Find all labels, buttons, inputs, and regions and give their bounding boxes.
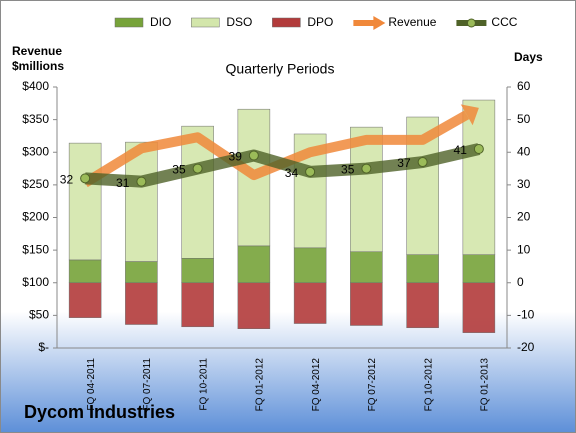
data-label: 41 [454, 143, 468, 157]
y-tick-label: $200 [22, 210, 49, 224]
y2-tick-label: 40 [517, 144, 531, 158]
x-tick-label: FQ 01-2013 [480, 358, 491, 412]
bar [125, 261, 158, 284]
legend-label: CCC [491, 15, 517, 29]
bar [293, 282, 327, 324]
bar [406, 254, 439, 284]
legend-swatch [191, 17, 220, 28]
company-name: Dycom Industries [24, 402, 175, 422]
bar [68, 142, 102, 261]
ccc-marker [361, 163, 372, 174]
y2-tick-label: 50 [517, 112, 531, 126]
y2-tick-label: -20 [517, 340, 535, 354]
y2-tick-label: -10 [517, 308, 535, 322]
ccc-marker [192, 163, 203, 174]
legend-swatch [373, 16, 386, 30]
y-tick-label: $300 [22, 144, 49, 158]
ccc-marker [248, 150, 259, 161]
y2-tick-label: 60 [517, 79, 531, 93]
y-tick-label: $100 [22, 275, 49, 289]
x-tick-label: FQ 04-2011 [86, 358, 97, 411]
legend-label: DPO [307, 15, 333, 29]
y2-tick-label: 30 [517, 177, 531, 191]
bar [350, 282, 383, 326]
ccc-marker [80, 173, 91, 184]
ccc-line [84, 143, 481, 188]
bar [462, 282, 496, 333]
x-tick-label: FQ 10-2011 [198, 358, 209, 411]
bar [462, 99, 496, 255]
x-tick-label: FQ 01-2012 [255, 358, 266, 412]
bar [68, 282, 102, 318]
x-tick-label: FQ 07-2011 [142, 358, 153, 411]
legend-swatch [272, 17, 301, 28]
bar [462, 254, 496, 284]
bar [181, 258, 214, 283]
bar [125, 141, 158, 262]
data-label: 31 [116, 176, 130, 190]
y-tick-label: $250 [22, 177, 49, 191]
arrow-head [460, 104, 479, 126]
bar [350, 126, 383, 253]
y2-tick-label: 20 [517, 210, 531, 224]
ccc-marker [473, 143, 484, 154]
bar [181, 282, 214, 328]
bar [125, 282, 158, 325]
bar [350, 251, 383, 284]
legend-label: DSO [226, 15, 252, 29]
y-axis-label: Revenue $millions [12, 44, 65, 73]
ccc-marker [136, 176, 147, 187]
y2-tick-label: 10 [517, 242, 531, 256]
legend-label: DIO [150, 15, 171, 29]
y-tick-label: $400 [22, 79, 49, 93]
data-label: 32 [60, 173, 74, 187]
bar [406, 282, 439, 329]
bar [68, 259, 102, 284]
bar [237, 245, 271, 283]
y-tick-label: $150 [22, 242, 49, 256]
legend-swatch [114, 17, 144, 28]
data-label: 39 [229, 150, 243, 164]
chart-title: Quarterly Periods [226, 61, 335, 77]
x-tick-label: FQ 10-2012 [423, 358, 434, 412]
legend-swatch [466, 18, 476, 28]
ccc-marker [417, 157, 428, 168]
data-label: 35 [341, 163, 355, 177]
bar [237, 282, 271, 330]
y-tick-label: $50 [29, 308, 49, 322]
x-tick-label: FQ 04-2012 [311, 358, 322, 412]
y2-tick-label: 0 [517, 275, 524, 289]
y-tick-label: $350 [22, 112, 49, 126]
ccc-marker [305, 166, 316, 177]
y2-axis-label: Days [514, 50, 543, 64]
bar [293, 247, 327, 283]
x-tick-label: FQ 07-2012 [367, 358, 378, 412]
legend-label: Revenue [388, 15, 436, 29]
data-label: 34 [285, 166, 299, 180]
data-label: 35 [172, 163, 186, 177]
data-label: 37 [397, 156, 411, 170]
y-tick-label: $- [38, 340, 49, 354]
